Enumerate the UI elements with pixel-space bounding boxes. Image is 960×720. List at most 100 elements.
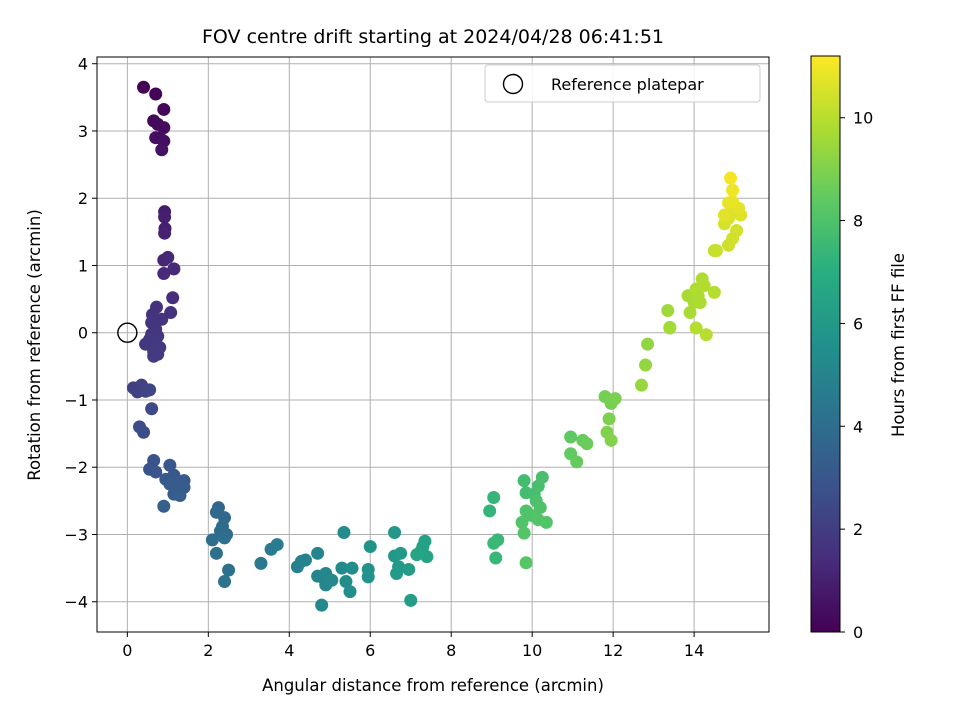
- data-point: [363, 540, 377, 554]
- chart-title: FOV centre drift starting at 2024/04/28 …: [202, 26, 664, 48]
- data-point: [608, 392, 622, 406]
- reference-platepar-marker: [117, 322, 138, 343]
- data-point: [145, 402, 159, 416]
- data-point: [709, 244, 723, 258]
- data-point: [564, 430, 578, 444]
- data-point: [420, 550, 434, 564]
- data-point: [641, 337, 655, 351]
- data-point: [535, 470, 549, 484]
- data-point: [693, 295, 707, 309]
- data-point: [155, 143, 169, 157]
- data-point: [418, 534, 432, 548]
- data-point: [639, 358, 653, 372]
- data-point: [361, 570, 375, 584]
- data-point: [726, 195, 740, 209]
- data-point: [724, 171, 738, 185]
- data-point: [487, 536, 501, 550]
- data-point: [487, 490, 501, 504]
- data-point: [717, 208, 731, 222]
- data-point: [335, 561, 349, 575]
- data-point: [570, 455, 584, 469]
- data-point: [254, 556, 268, 570]
- y-tick-label: −1: [64, 391, 88, 410]
- data-point: [517, 474, 531, 488]
- data-point: [173, 488, 187, 502]
- data-point: [533, 501, 547, 515]
- colorbar-tick-label: 2: [853, 520, 863, 539]
- colorbar-ticks: 0 2 4 6 8 10: [840, 109, 873, 642]
- data-point: [157, 102, 171, 116]
- colorbar-label: Hours from first FF file: [889, 253, 908, 437]
- data-point: [166, 291, 180, 305]
- data-point: [410, 548, 424, 562]
- data-point: [483, 504, 497, 518]
- data-point: [158, 210, 172, 224]
- data-point: [157, 267, 171, 281]
- data-point: [311, 546, 325, 560]
- y-tick-label: 2: [78, 189, 88, 208]
- x-tick-label: 2: [203, 641, 213, 660]
- data-point: [337, 525, 351, 539]
- data-point: [315, 598, 329, 612]
- data-point: [161, 250, 175, 264]
- x-tick-label: 12: [603, 641, 623, 660]
- y-tick-label: −4: [64, 593, 88, 612]
- data-point: [394, 546, 408, 560]
- y-axis-label: Rotation from reference (arcmin): [25, 209, 44, 481]
- y-axis-ticks: −4 −3 −2 −1 0 1 2 3 4: [64, 55, 97, 612]
- data-point: [164, 306, 178, 320]
- data-point: [158, 226, 172, 240]
- data-point: [149, 87, 163, 101]
- legend-entry-reference: Reference platepar: [551, 75, 704, 94]
- data-point: [697, 279, 711, 293]
- data-point: [325, 573, 339, 587]
- x-tick-label: 4: [284, 641, 294, 660]
- x-tick-label: 10: [522, 641, 542, 660]
- data-points: [126, 80, 748, 612]
- colorbar-tick-label: 10: [853, 109, 873, 128]
- grid-lines: [97, 57, 769, 632]
- data-point: [298, 553, 312, 567]
- data-point: [143, 383, 157, 397]
- data-point: [157, 121, 171, 135]
- data-point: [730, 224, 744, 238]
- data-point: [539, 515, 553, 529]
- x-axis-label: Angular distance from reference (arcmin): [262, 676, 604, 695]
- colorbar-tick-label: 4: [853, 417, 863, 436]
- data-point: [155, 312, 169, 326]
- data-point: [270, 538, 284, 552]
- data-point: [683, 306, 697, 320]
- data-point: [209, 546, 223, 560]
- data-point: [218, 575, 232, 589]
- data-point: [519, 556, 533, 570]
- data-point: [345, 561, 359, 575]
- x-tick-label: 6: [365, 641, 375, 660]
- data-point: [726, 183, 740, 197]
- data-point: [580, 437, 594, 451]
- data-point: [602, 412, 616, 426]
- y-tick-label: 3: [78, 122, 88, 141]
- legend-marker-icon: [502, 73, 524, 95]
- data-point: [137, 80, 151, 94]
- data-point: [167, 262, 181, 276]
- data-point: [402, 562, 416, 576]
- y-tick-label: −3: [64, 525, 88, 544]
- legend-box: [484, 64, 761, 103]
- data-point: [343, 585, 357, 599]
- data-point: [163, 458, 177, 472]
- colorbar-tick-label: 8: [853, 212, 863, 231]
- data-point: [707, 285, 721, 299]
- data-point: [147, 349, 161, 363]
- data-point: [604, 433, 618, 447]
- data-point: [699, 328, 713, 342]
- data-point: [388, 525, 402, 539]
- y-tick-label: 4: [78, 55, 88, 74]
- data-point: [137, 425, 151, 439]
- legend: Reference platepar: [484, 64, 761, 103]
- data-point: [205, 533, 219, 547]
- data-point: [222, 563, 236, 577]
- colorbar-tick-label: 0: [853, 623, 863, 642]
- data-point: [339, 575, 353, 589]
- y-tick-label: 1: [78, 256, 88, 275]
